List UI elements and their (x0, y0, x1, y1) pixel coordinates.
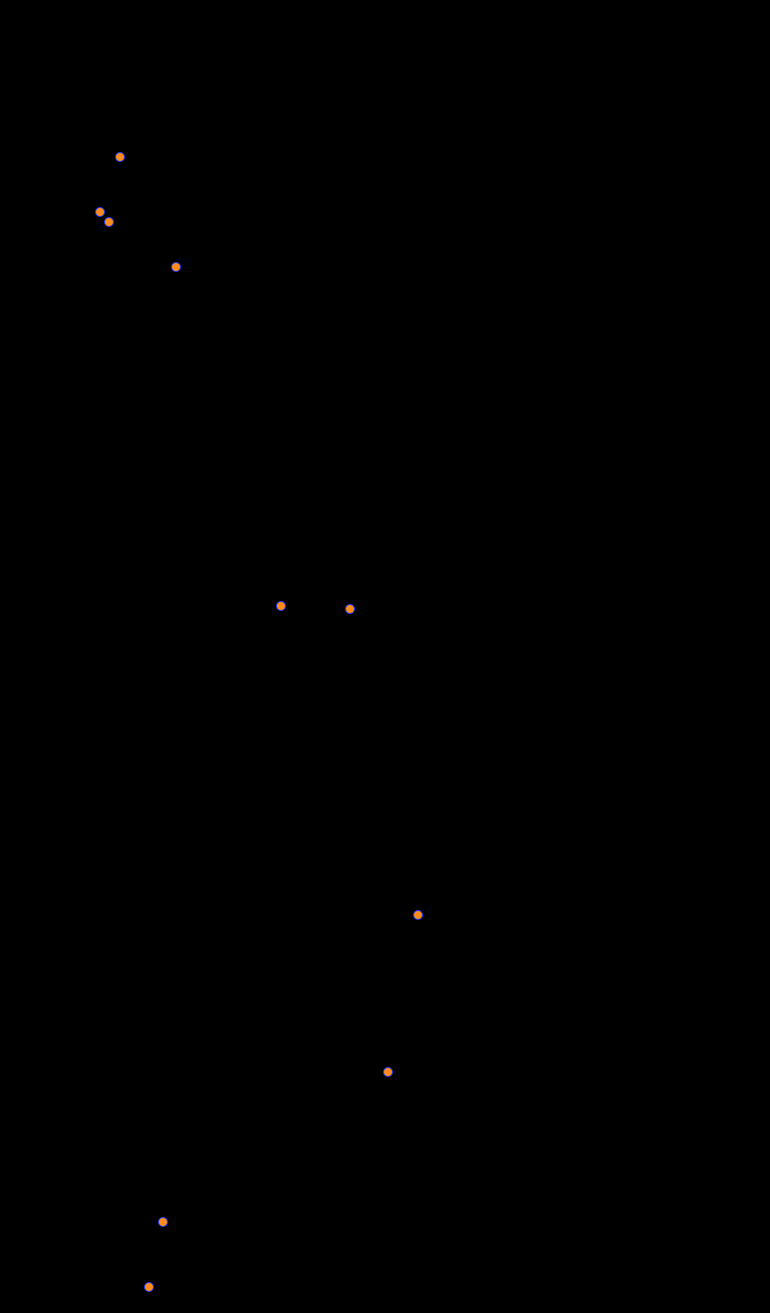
scatter-point (95, 207, 105, 217)
scatter-point (276, 601, 286, 611)
scatter-point (383, 1067, 393, 1077)
scatter-point (171, 262, 181, 272)
scatter-point (345, 604, 355, 614)
scatter-point (144, 1282, 154, 1292)
scatter-canvas (0, 0, 770, 1313)
scatter-point (413, 910, 423, 920)
scatter-point (104, 217, 114, 227)
scatter-point (115, 152, 125, 162)
scatter-point (158, 1217, 168, 1227)
